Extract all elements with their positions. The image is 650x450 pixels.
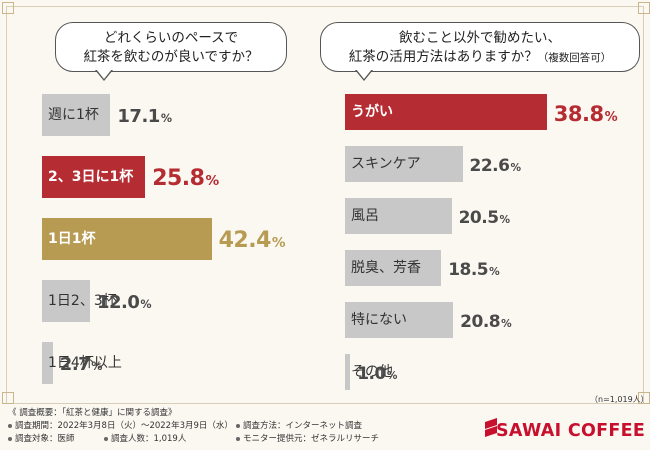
- category-label: 脱臭、芳香: [351, 260, 421, 276]
- bar: [42, 156, 146, 198]
- percent-unit: %: [160, 112, 172, 125]
- bar: [345, 146, 463, 182]
- sawai-coffee-logo-icon: [485, 418, 497, 437]
- value-label: 20.5%: [458, 207, 511, 229]
- value-number: 1.0: [357, 363, 386, 384]
- value-label: 1.0%: [357, 363, 398, 385]
- value-label: 2.7%: [59, 354, 103, 376]
- question-note: （複数回答可）: [537, 52, 612, 64]
- bar: [345, 354, 351, 390]
- value-number: 20.8: [460, 311, 501, 332]
- frame-corner-ornament: [638, 2, 650, 14]
- percent-unit: %: [489, 265, 500, 278]
- survey-overview: 《 調査概要：「紅茶と健康」に関する調査》: [8, 408, 177, 418]
- bar: [42, 218, 212, 260]
- question-bubble-usage: 飲むこと以外で勧めたい、 紅茶の活用方法はありますか？（複数回答可）: [320, 22, 640, 72]
- category-label: 風呂: [351, 208, 379, 224]
- value-number: 2.7: [59, 354, 91, 375]
- bar: [345, 250, 442, 286]
- value-label: 20.8%: [460, 311, 512, 333]
- value-number: 42.4: [218, 228, 272, 253]
- bar: [42, 94, 111, 136]
- value-number: 20.5: [458, 207, 499, 228]
- bubble-tail-fill: [356, 69, 372, 79]
- bar: [42, 342, 53, 384]
- frame-corner-ornament: [2, 392, 14, 404]
- value-number: 17.1: [117, 106, 160, 127]
- bubble-tail-fill: [96, 69, 112, 79]
- percent-unit: %: [205, 173, 219, 189]
- value-number: 22.6: [469, 155, 510, 176]
- category-label: 特にない: [351, 312, 407, 328]
- survey-target-row: 調査対象：医師: [8, 434, 75, 445]
- question-title-frequency: どれくらいのペースで 紅茶を飲むのが良いですか？: [56, 29, 286, 67]
- percent-unit: %: [510, 161, 521, 174]
- decorative-frame: [6, 6, 644, 404]
- percent-unit: %: [91, 360, 102, 373]
- category-label: 週に1杯: [48, 107, 99, 123]
- category-label: 1日1杯: [48, 231, 96, 247]
- percent-unit: %: [271, 235, 286, 251]
- bar: [345, 302, 454, 338]
- bar: [42, 280, 90, 322]
- value-label: 22.6%: [469, 155, 522, 177]
- percent-unit: %: [499, 213, 511, 226]
- value-label: 18.5%: [448, 259, 500, 281]
- survey-people-row: 調査人数：1,019人: [104, 434, 186, 445]
- survey-monitor-row: モニター提供元：ゼネラルリサーチ: [236, 434, 379, 445]
- survey-monitor: モニター提供元：ゼネラルリサーチ: [243, 434, 380, 444]
- category-label: 1日2、3杯: [48, 293, 117, 309]
- value-number: 38.8: [553, 101, 604, 126]
- bar: [345, 198, 452, 234]
- value-label: 25.8%: [152, 166, 219, 192]
- sample-size-note: （n=1,019人）: [590, 395, 649, 404]
- category-label: 1日4杯以上: [48, 355, 122, 371]
- question-line-2: 紅茶の活用方法はありますか？: [348, 49, 538, 65]
- survey-period-row: 調査期間：2022年3月8日（火）～2022年3月9日（水）: [8, 421, 233, 432]
- value-number: 25.8: [152, 166, 205, 191]
- question-line-2: 紅茶を飲むのが良いですか？: [83, 49, 259, 65]
- brand-name: SAWAI COFFEE: [496, 421, 646, 441]
- bullet-icon: [236, 423, 240, 428]
- survey-target: 調査対象：医師: [15, 434, 75, 444]
- question-bubble-frequency: どれくらいのペースで 紅茶を飲むのが良いですか？: [55, 22, 287, 72]
- category-label: スキンケア: [351, 156, 421, 172]
- percent-unit: %: [501, 317, 512, 330]
- question-line-1: どれくらいのペースで: [103, 30, 239, 46]
- question-line-1: 飲むこと以外で勧めたい、: [399, 30, 561, 46]
- question-title-usage: 飲むこと以外で勧めたい、 紅茶の活用方法はありますか？（複数回答可）: [321, 29, 639, 68]
- value-label: 42.4%: [218, 228, 286, 254]
- survey-method-row: 調査方法：インターネット調査: [236, 421, 362, 432]
- survey-people: 調査人数：1,019人: [111, 434, 187, 444]
- value-label: 17.1%: [117, 106, 172, 128]
- category-label: その他: [351, 364, 393, 380]
- percent-unit: %: [604, 109, 618, 125]
- percent-unit: %: [386, 369, 398, 382]
- value-number: 12.0: [97, 292, 140, 313]
- category-label: 2、3日に1杯: [48, 169, 134, 185]
- value-label: 12.0%: [97, 292, 152, 314]
- category-label: うがい: [351, 104, 393, 120]
- survey-method: 調査方法：インターネット調査: [243, 421, 363, 431]
- bullet-icon: [236, 436, 240, 441]
- value-label: 38.8%: [553, 101, 618, 128]
- value-number: 18.5: [448, 259, 489, 280]
- bullet-icon: [8, 436, 12, 441]
- bullet-icon: [8, 423, 12, 428]
- survey-period: 調査期間：2022年3月8日（火）～2022年3月9日（水）: [15, 421, 233, 431]
- bar: [345, 94, 547, 130]
- bullet-icon: [104, 436, 108, 441]
- frame-corner-ornament: [2, 2, 14, 14]
- percent-unit: %: [140, 298, 152, 311]
